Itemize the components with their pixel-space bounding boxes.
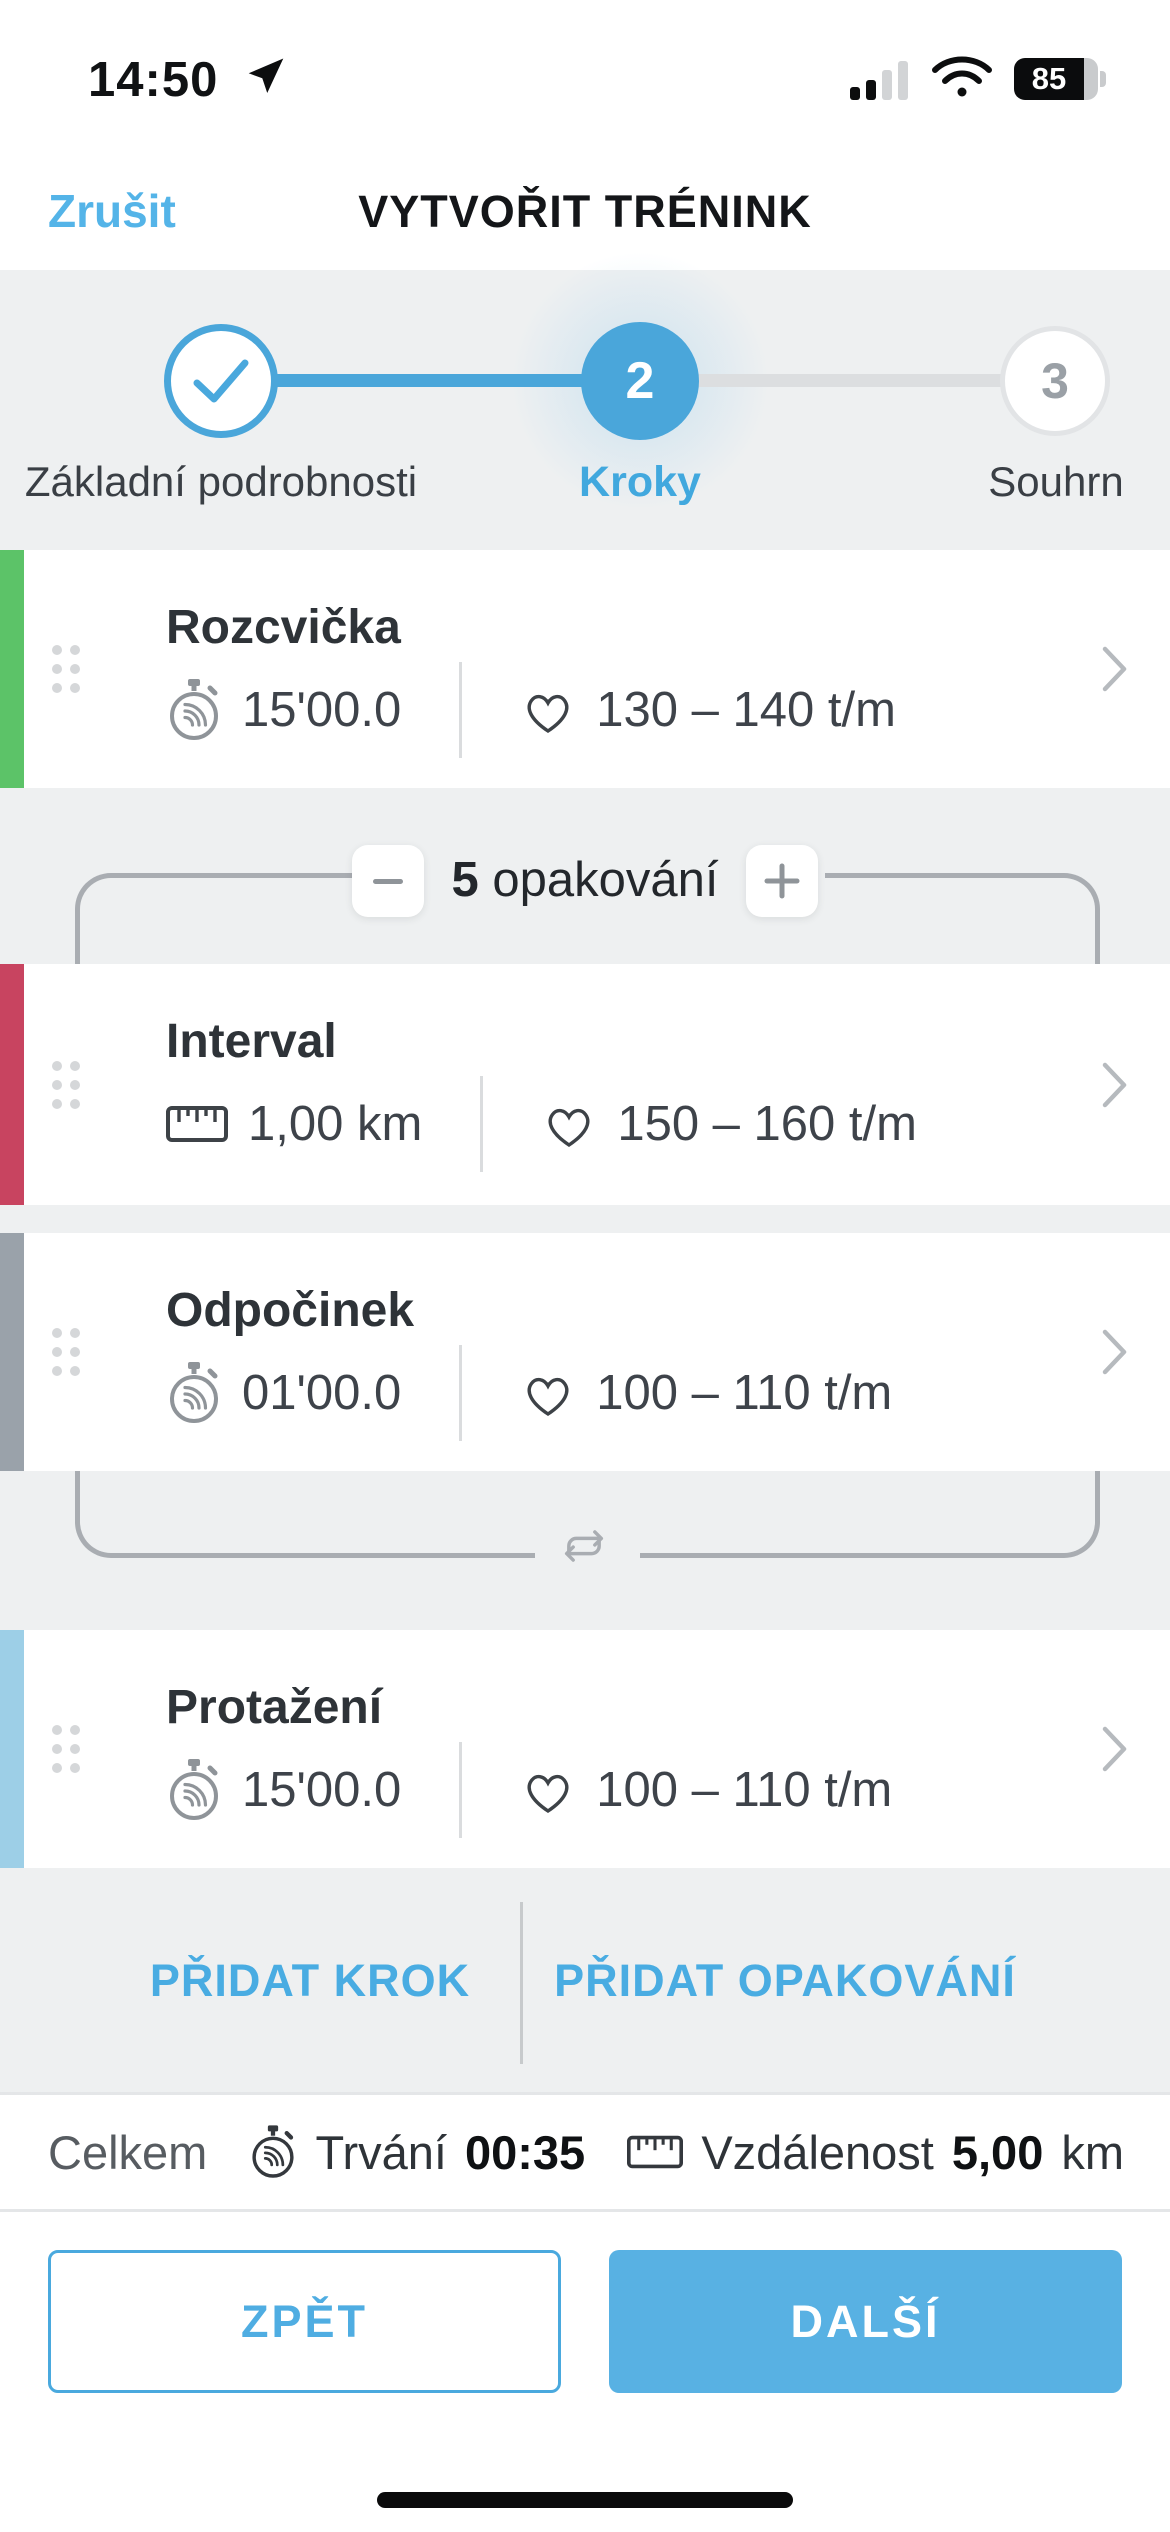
step-duration-value: 15'00.0: [242, 683, 402, 737]
home-indicator[interactable]: [377, 2492, 793, 2508]
stepper-step-1-circle[interactable]: [164, 324, 278, 438]
step-color-strip: [0, 1630, 24, 1868]
step-color-strip: [0, 964, 24, 1205]
step-hr-range: 100 – 110 t/m: [596, 1763, 893, 1817]
step-hr-range: 100 – 110 t/m: [596, 1366, 893, 1420]
stopwatch-icon: [249, 2125, 297, 2179]
add-actions-divider: [520, 1902, 523, 2064]
workout-step-card-rest[interactable]: Odpočinek 01'00.0: [0, 1233, 1170, 1471]
step-distance-value: 1,00 km: [248, 1097, 423, 1151]
stopwatch-icon: [166, 1759, 222, 1821]
stepper-step-3-number: 3: [1041, 353, 1069, 409]
step-color-strip: [0, 550, 24, 788]
totals-bar: Celkem Trvání 00:35: [0, 2092, 1170, 2212]
total-duration-value: 00:35: [464, 2125, 586, 2179]
stepper-label-summary: Souhrn: [988, 458, 1124, 505]
repeat-bracket-bottom-right: [640, 1471, 1100, 1558]
step-detail-row: 1,00 km 150 – 160 t/m: [166, 1076, 917, 1172]
next-button[interactable]: DALŠÍ: [609, 2250, 1122, 2393]
stepper-connector-done: [222, 374, 642, 387]
wifi-icon: [930, 54, 994, 100]
stepper-step-2-number: 2: [625, 352, 655, 410]
location-arrow-icon: [245, 56, 287, 98]
repeat-bracket-top-right: [825, 873, 1100, 968]
heart-icon: [541, 1098, 597, 1150]
status-icons: 85: [850, 54, 1106, 100]
stopwatch-icon: [166, 679, 222, 741]
chevron-right-icon[interactable]: [1102, 645, 1128, 693]
drag-handle-icon[interactable]: [52, 1328, 80, 1376]
step-duration-value: 15'00.0: [242, 1763, 402, 1817]
row-divider: [459, 662, 463, 758]
add-repeat-button[interactable]: PŘIDAT OPAKOVÁNÍ: [554, 1955, 1016, 2006]
step-hr-range: 150 – 160 t/m: [617, 1097, 917, 1151]
step-title: Rozcvička: [166, 601, 401, 654]
stepper-label-basic-details: Základní podrobnosti: [24, 458, 418, 505]
heart-icon: [520, 684, 576, 736]
cancel-button[interactable]: Zrušit: [48, 185, 176, 237]
repeat-count-value: 5: [451, 853, 479, 907]
step-title: Protažení: [166, 1681, 383, 1734]
status-time: 14:50: [88, 53, 219, 107]
row-divider: [459, 1742, 463, 1838]
total-distance-unit: km: [1061, 2125, 1124, 2179]
heart-icon: [520, 1764, 576, 1816]
plus-icon: [764, 863, 800, 899]
chevron-right-icon[interactable]: [1102, 1061, 1128, 1109]
top-bar: [0, 0, 1170, 270]
heart-icon: [520, 1367, 576, 1419]
total-duration-label: Trvání: [315, 2125, 447, 2179]
total-distance: Vzdálenost 5,00 km: [627, 2125, 1124, 2180]
step-hr-range: 130 – 140 t/m: [596, 683, 896, 737]
repeat-loop-icon: [558, 1526, 610, 1566]
stopwatch-icon: [166, 1362, 222, 1424]
stepper-connector-upcoming: [642, 374, 1054, 387]
step-detail-row: 01'00.0 100 – 110 t/m: [166, 1345, 893, 1441]
total-distance-label: Vzdálenost: [701, 2125, 934, 2179]
repeat-decrement-button[interactable]: [352, 845, 424, 917]
workout-step-card-stretch[interactable]: Protažení 15'00.0: [0, 1630, 1170, 1868]
checkmark-icon: [192, 358, 250, 404]
chevron-right-icon[interactable]: [1102, 1328, 1128, 1376]
drag-handle-icon[interactable]: [52, 1725, 80, 1773]
stepper-step-3-circle[interactable]: 3: [1000, 326, 1110, 436]
battery-percent: 85: [1014, 58, 1084, 100]
row-divider: [459, 1345, 463, 1441]
step-detail-row: 15'00.0 130 – 140 t/m: [166, 662, 896, 758]
drag-handle-icon[interactable]: [52, 1060, 80, 1109]
step-duration-value: 01'00.0: [242, 1366, 402, 1420]
stepper-label-steps: Kroky: [579, 458, 701, 506]
minus-icon: [373, 878, 403, 884]
back-button[interactable]: ZPĚT: [48, 2250, 561, 2393]
drag-handle-icon[interactable]: [52, 645, 80, 693]
page-title: VYTVOŘIT TRÉNINK: [358, 186, 812, 237]
add-step-button[interactable]: PŘIDAT KROK: [149, 1955, 471, 2006]
total-duration: Trvání 00:35: [249, 2125, 585, 2180]
workout-step-card-interval[interactable]: Interval 1,00 km 150 – 160 t/: [0, 964, 1170, 1205]
total-distance-value: 5,00: [951, 2125, 1044, 2179]
step-title: Interval: [166, 1015, 337, 1068]
totals-label: Celkem: [48, 2125, 208, 2179]
repeat-increment-button[interactable]: [746, 845, 818, 917]
ruler-icon: [627, 2131, 684, 2173]
row-divider: [480, 1076, 484, 1172]
cellular-signal-icon: [850, 58, 910, 100]
stepper-step-2-circle[interactable]: 2: [581, 322, 699, 440]
step-detail-row: 15'00.0 100 – 110 t/m: [166, 1742, 893, 1838]
chevron-right-icon[interactable]: [1102, 1725, 1128, 1773]
workout-step-card-warmup[interactable]: Rozcvička 15'00.0: [0, 550, 1170, 788]
repeat-bracket-bottom-left: [75, 1471, 535, 1558]
repeat-count-label: 5 opakování: [451, 853, 719, 907]
battery-icon: 85: [1014, 58, 1106, 100]
ruler-icon: [166, 1101, 228, 1147]
step-title: Odpočinek: [166, 1284, 415, 1337]
repeat-bracket-top-left: [75, 873, 352, 968]
step-color-strip: [0, 1233, 24, 1471]
